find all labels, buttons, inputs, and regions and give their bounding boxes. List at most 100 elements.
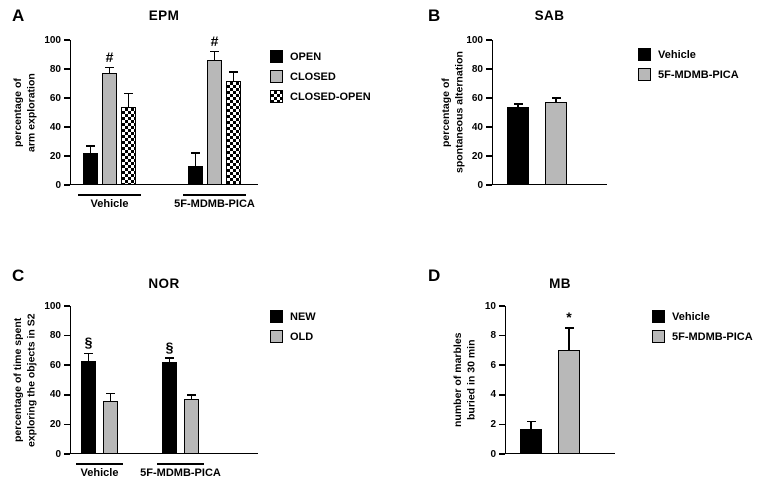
plot-area: 0 20 40 60 80 100 <box>466 35 607 191</box>
y-tick <box>64 184 70 186</box>
legend-swatch-gray <box>270 330 283 343</box>
y-tick-label: 0 <box>477 179 483 191</box>
y-tick-label: 80 <box>471 63 483 75</box>
legend: Vehicle 5F-MDMB-PICA <box>638 48 739 88</box>
legend-swatch-gray <box>652 330 665 343</box>
bar-new-vehicle <box>81 360 96 454</box>
panel-title: EPM <box>148 8 180 23</box>
y-axis-label: percentage of time spent exploring the o… <box>12 313 38 447</box>
y-tick <box>64 364 70 366</box>
y-tick <box>499 334 505 337</box>
y-tick-label: 0 <box>490 448 496 460</box>
bar-5f-mdmb-pica <box>545 102 567 185</box>
y-tick <box>64 423 70 426</box>
error-bar-cap <box>564 327 574 329</box>
error-bar-line <box>555 98 557 105</box>
bar-new-5f-mdmb-pica <box>162 362 177 454</box>
error-bar-line <box>108 67 111 76</box>
bar-open-5f-mdmb-pica <box>188 166 203 185</box>
y-tick-label: 100 <box>44 34 61 46</box>
legend-label: Vehicle <box>658 48 696 61</box>
y-tick <box>499 305 505 307</box>
y-tick <box>64 305 70 307</box>
significance-marker: # <box>210 32 219 49</box>
legend-swatch-gray <box>638 68 651 81</box>
legend-label: CLOSED <box>290 70 336 83</box>
panel-epm: A EPM percentage of arm exploration 0 20 4… <box>0 0 400 250</box>
y-tick-label: 40 <box>471 121 483 133</box>
panel-title: NOR <box>148 276 180 291</box>
plot-area: 0 20 40 60 80 100 # Vehicle #5F-MDMB-PICA <box>44 33 258 210</box>
y-tick-label: 40 <box>49 121 61 133</box>
significance-marker: * <box>566 309 572 326</box>
error-bar-cap <box>210 50 219 53</box>
error-bar-cap <box>187 394 196 396</box>
x-group-label: Vehicle <box>80 467 119 479</box>
panel-letter: D <box>428 266 441 285</box>
legend: Vehicle 5F-MDMB-PICA <box>652 310 753 350</box>
error-bar-line <box>87 353 90 363</box>
bar-open-vehicle <box>83 153 98 185</box>
legend-swatch-black <box>270 310 283 323</box>
x-group-underline: 5F-MDMB-PICA <box>174 194 255 210</box>
y-tick <box>64 334 70 337</box>
y-tick <box>64 394 70 396</box>
plot-area: 0 2 4 6 8 10 * <box>485 301 615 460</box>
error-bar-line <box>89 145 92 156</box>
bar-vehicle <box>520 428 542 454</box>
bar-old-5f-mdmb-pica <box>184 399 199 454</box>
y-tick-label: 2 <box>490 418 496 430</box>
y-tick-label: 4 <box>490 389 496 401</box>
legend-label: 5F-MDMB-PICA <box>658 68 739 81</box>
y-tick-label: 6 <box>490 359 496 371</box>
y-tick-label: 0 <box>55 448 61 460</box>
y-tick <box>486 97 492 99</box>
legend-label: 5F-MDMB-PICA <box>672 330 753 343</box>
legend-item: CLOSED-OPEN <box>270 90 371 103</box>
legend-item: OPEN <box>270 50 371 63</box>
bar-5f-mdmb-pica <box>558 350 580 454</box>
y-tick <box>486 184 492 186</box>
error-bar-cap <box>105 66 114 69</box>
y-tick-label: 100 <box>44 300 61 312</box>
legend: NEW OLD <box>270 310 316 350</box>
significance-marker: # <box>105 48 114 65</box>
error-bar-line <box>530 421 532 431</box>
bar-closed-vehicle <box>102 73 117 185</box>
error-bar-line <box>517 103 519 109</box>
x-group-underline: Vehicle <box>78 194 141 210</box>
y-tick <box>486 68 492 70</box>
panel-letter: C <box>12 266 25 285</box>
significance-marker: § <box>84 334 93 351</box>
error-bar-cap <box>191 152 200 154</box>
error-bar-cap <box>106 392 115 395</box>
y-tick-label: 60 <box>471 92 483 104</box>
y-tick-label: 8 <box>490 330 496 342</box>
y-tick-label: 10 <box>484 300 496 312</box>
y-tick <box>64 126 70 128</box>
y-tick <box>64 39 70 41</box>
y-tick <box>486 126 492 128</box>
bar-closed-5f-mdmb-pica <box>207 60 222 185</box>
panel-title: SAB <box>534 8 565 23</box>
x-group-underline: Vehicle <box>76 463 123 479</box>
y-tick <box>64 97 70 99</box>
x-group-underline: 5F-MDMB-PICA <box>140 463 221 479</box>
error-bar-line <box>194 153 197 169</box>
legend-swatch-gray <box>270 70 283 83</box>
legend-swatch-black <box>270 50 283 63</box>
y-tick-label: 0 <box>55 179 61 191</box>
legend-item: Vehicle <box>638 48 739 61</box>
bar-closed-open-5f-mdmb-pica <box>226 80 241 185</box>
y-tick-label: 40 <box>49 389 61 401</box>
error-bar-line <box>232 71 235 83</box>
error-bar-cap <box>84 352 93 355</box>
error-bar-line <box>568 328 570 353</box>
legend-item: NEW <box>270 310 316 323</box>
y-tick-label: 20 <box>471 150 483 162</box>
y-tick <box>499 394 505 396</box>
legend-swatch-black <box>652 310 665 323</box>
error-bar-line <box>168 357 171 365</box>
y-tick-label: 80 <box>49 63 61 75</box>
